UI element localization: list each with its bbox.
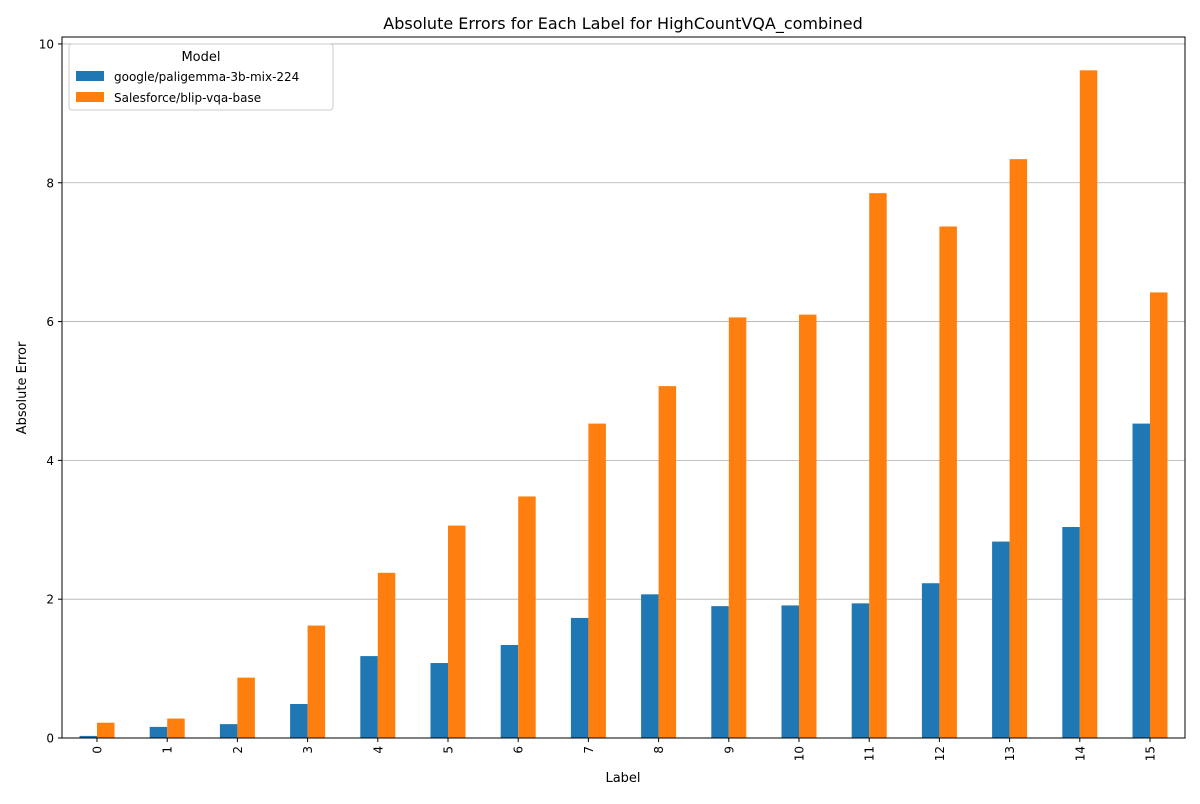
- x-tick-label: 8: [652, 746, 666, 754]
- bar-blip-label-5: [448, 525, 466, 738]
- y-tick-label: 10: [39, 37, 54, 51]
- bars: [79, 70, 1168, 739]
- bar-blip-label-4: [377, 572, 396, 738]
- x-tick-label: 6: [512, 746, 526, 754]
- bar-blip-label-14: [1079, 70, 1098, 739]
- x-tick-label: 15: [1144, 746, 1158, 761]
- x-tick-label: 9: [722, 746, 736, 754]
- y-tick-label: 0: [46, 732, 54, 746]
- bar-blip-label-0: [97, 722, 115, 738]
- y-tick-label: 8: [46, 176, 54, 190]
- plot-frame: [61, 36, 1186, 739]
- bar-paligemma-label-4: [360, 656, 378, 738]
- bar-blip-label-6: [518, 496, 536, 738]
- bar-blip-label-1: [167, 718, 185, 738]
- bar-paligemma-label-5: [430, 663, 448, 738]
- x-tick-label: 14: [1073, 746, 1087, 761]
- bar-blip-label-12: [939, 226, 957, 738]
- x-tick-label: 10: [793, 746, 807, 761]
- x-tick-label: 7: [582, 746, 596, 754]
- bar-paligemma-label-13: [992, 541, 1010, 738]
- chart-title: Absolute Errors for Each Label for HighC…: [383, 14, 862, 34]
- x-axis-label: Label: [605, 771, 640, 786]
- bar-paligemma-label-11: [851, 603, 870, 738]
- y-tick-label: 4: [46, 454, 54, 468]
- bar-blip-label-3: [307, 625, 326, 738]
- y-tick-label: 6: [46, 315, 54, 329]
- y-axis: 0 2 4 6 8 10: [39, 37, 62, 746]
- bar-paligemma-label-10: [781, 605, 799, 738]
- bar-paligemma-label-12: [921, 583, 940, 738]
- bar-blip-label-13: [1009, 159, 1028, 739]
- x-tick-label: 5: [442, 746, 456, 754]
- legend-box: [68, 43, 334, 111]
- x-tick-label: 3: [301, 746, 315, 754]
- bar-paligemma-label-6: [500, 644, 519, 738]
- x-tick-label: 11: [863, 746, 877, 761]
- x-tick-label: 2: [231, 746, 245, 754]
- legend-swatch: [76, 92, 104, 102]
- bar-blip-label-8: [658, 386, 677, 738]
- bar-paligemma-label-9: [711, 606, 729, 738]
- legend: Model google/paligemma-3b-mix-224 Salesfor…: [68, 43, 334, 111]
- legend-entry: Salesforce/blip-vqa-base: [114, 91, 261, 105]
- bar-blip-label-10: [799, 314, 817, 738]
- legend-swatch: [76, 71, 104, 81]
- bar-paligemma-label-7: [570, 617, 589, 738]
- legend-entry: google/paligemma-3b-mix-224: [114, 70, 299, 84]
- bar-paligemma-label-3: [290, 703, 308, 738]
- legend-title: Model: [181, 50, 220, 65]
- bar-blip-label-9: [728, 317, 747, 738]
- bar-blip-label-2: [237, 677, 255, 738]
- bar-paligemma-label-15: [1132, 423, 1150, 738]
- bar-paligemma-label-1: [149, 726, 168, 738]
- bar-paligemma-label-14: [1062, 527, 1080, 738]
- x-tick-label: 4: [371, 746, 385, 754]
- bar-paligemma-label-8: [641, 594, 659, 738]
- bar-blip-label-7: [588, 423, 606, 738]
- x-tick-label: 1: [161, 746, 175, 754]
- bar-paligemma-label-0: [79, 735, 97, 738]
- x-tick-label: 0: [91, 746, 105, 754]
- bar-blip-label-11: [869, 193, 887, 739]
- bar-blip-label-15: [1150, 292, 1168, 738]
- y-axis-label: Absolute Error: [15, 341, 30, 434]
- x-tick-label: 13: [1003, 746, 1017, 761]
- y-tick-label: 2: [46, 593, 54, 607]
- bar-paligemma-label-2: [219, 724, 238, 738]
- x-tick-label: 12: [933, 746, 947, 761]
- x-axis: 0 1 2 3 4 5 6 7 8 9 10 11 12 13 14 15: [91, 738, 1158, 761]
